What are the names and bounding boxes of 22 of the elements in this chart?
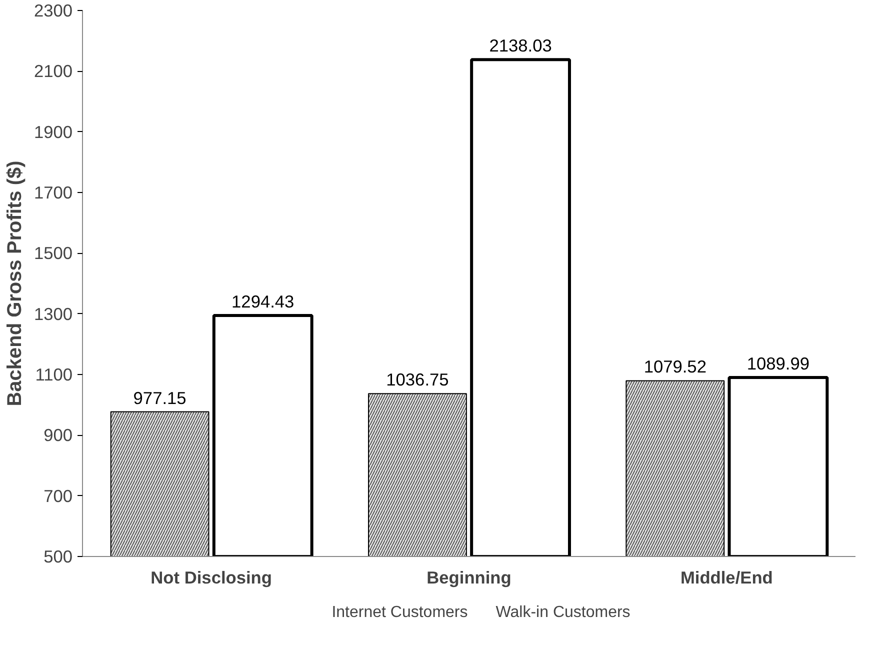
y-tick-label: 1700 <box>34 182 73 202</box>
y-tick-label: 1100 <box>35 364 73 384</box>
data-label: 1294.43 <box>232 292 294 312</box>
data-label: 1089.99 <box>746 354 810 374</box>
x-tick-label: Middle/End <box>680 568 773 588</box>
y-tick-label: 1900 <box>34 122 73 142</box>
y-tick-label: 1500 <box>34 243 73 264</box>
data-label: 2138.03 <box>489 36 552 56</box>
y-tick-label: 700 <box>44 486 73 506</box>
y-axis-title: Backend Gross Profits ($) <box>4 160 26 406</box>
data-label: 1079.52 <box>644 356 706 377</box>
x-tick-label: Beginning <box>426 568 512 588</box>
y-tick-label: 2100 <box>34 61 73 82</box>
y-tick-label: 900 <box>44 425 73 446</box>
data-label: 1036.75 <box>386 370 449 390</box>
text: Internet Customers <box>332 604 468 622</box>
y-tick-label: 1300 <box>34 304 73 324</box>
text: Walk-in Customers <box>496 604 630 622</box>
data-label: 977.15 <box>133 388 186 408</box>
y-tick-label: 2300 <box>34 0 73 20</box>
x-tick-label: Not Disclosing <box>150 568 272 588</box>
y-tick-label: 500 <box>44 546 73 566</box>
